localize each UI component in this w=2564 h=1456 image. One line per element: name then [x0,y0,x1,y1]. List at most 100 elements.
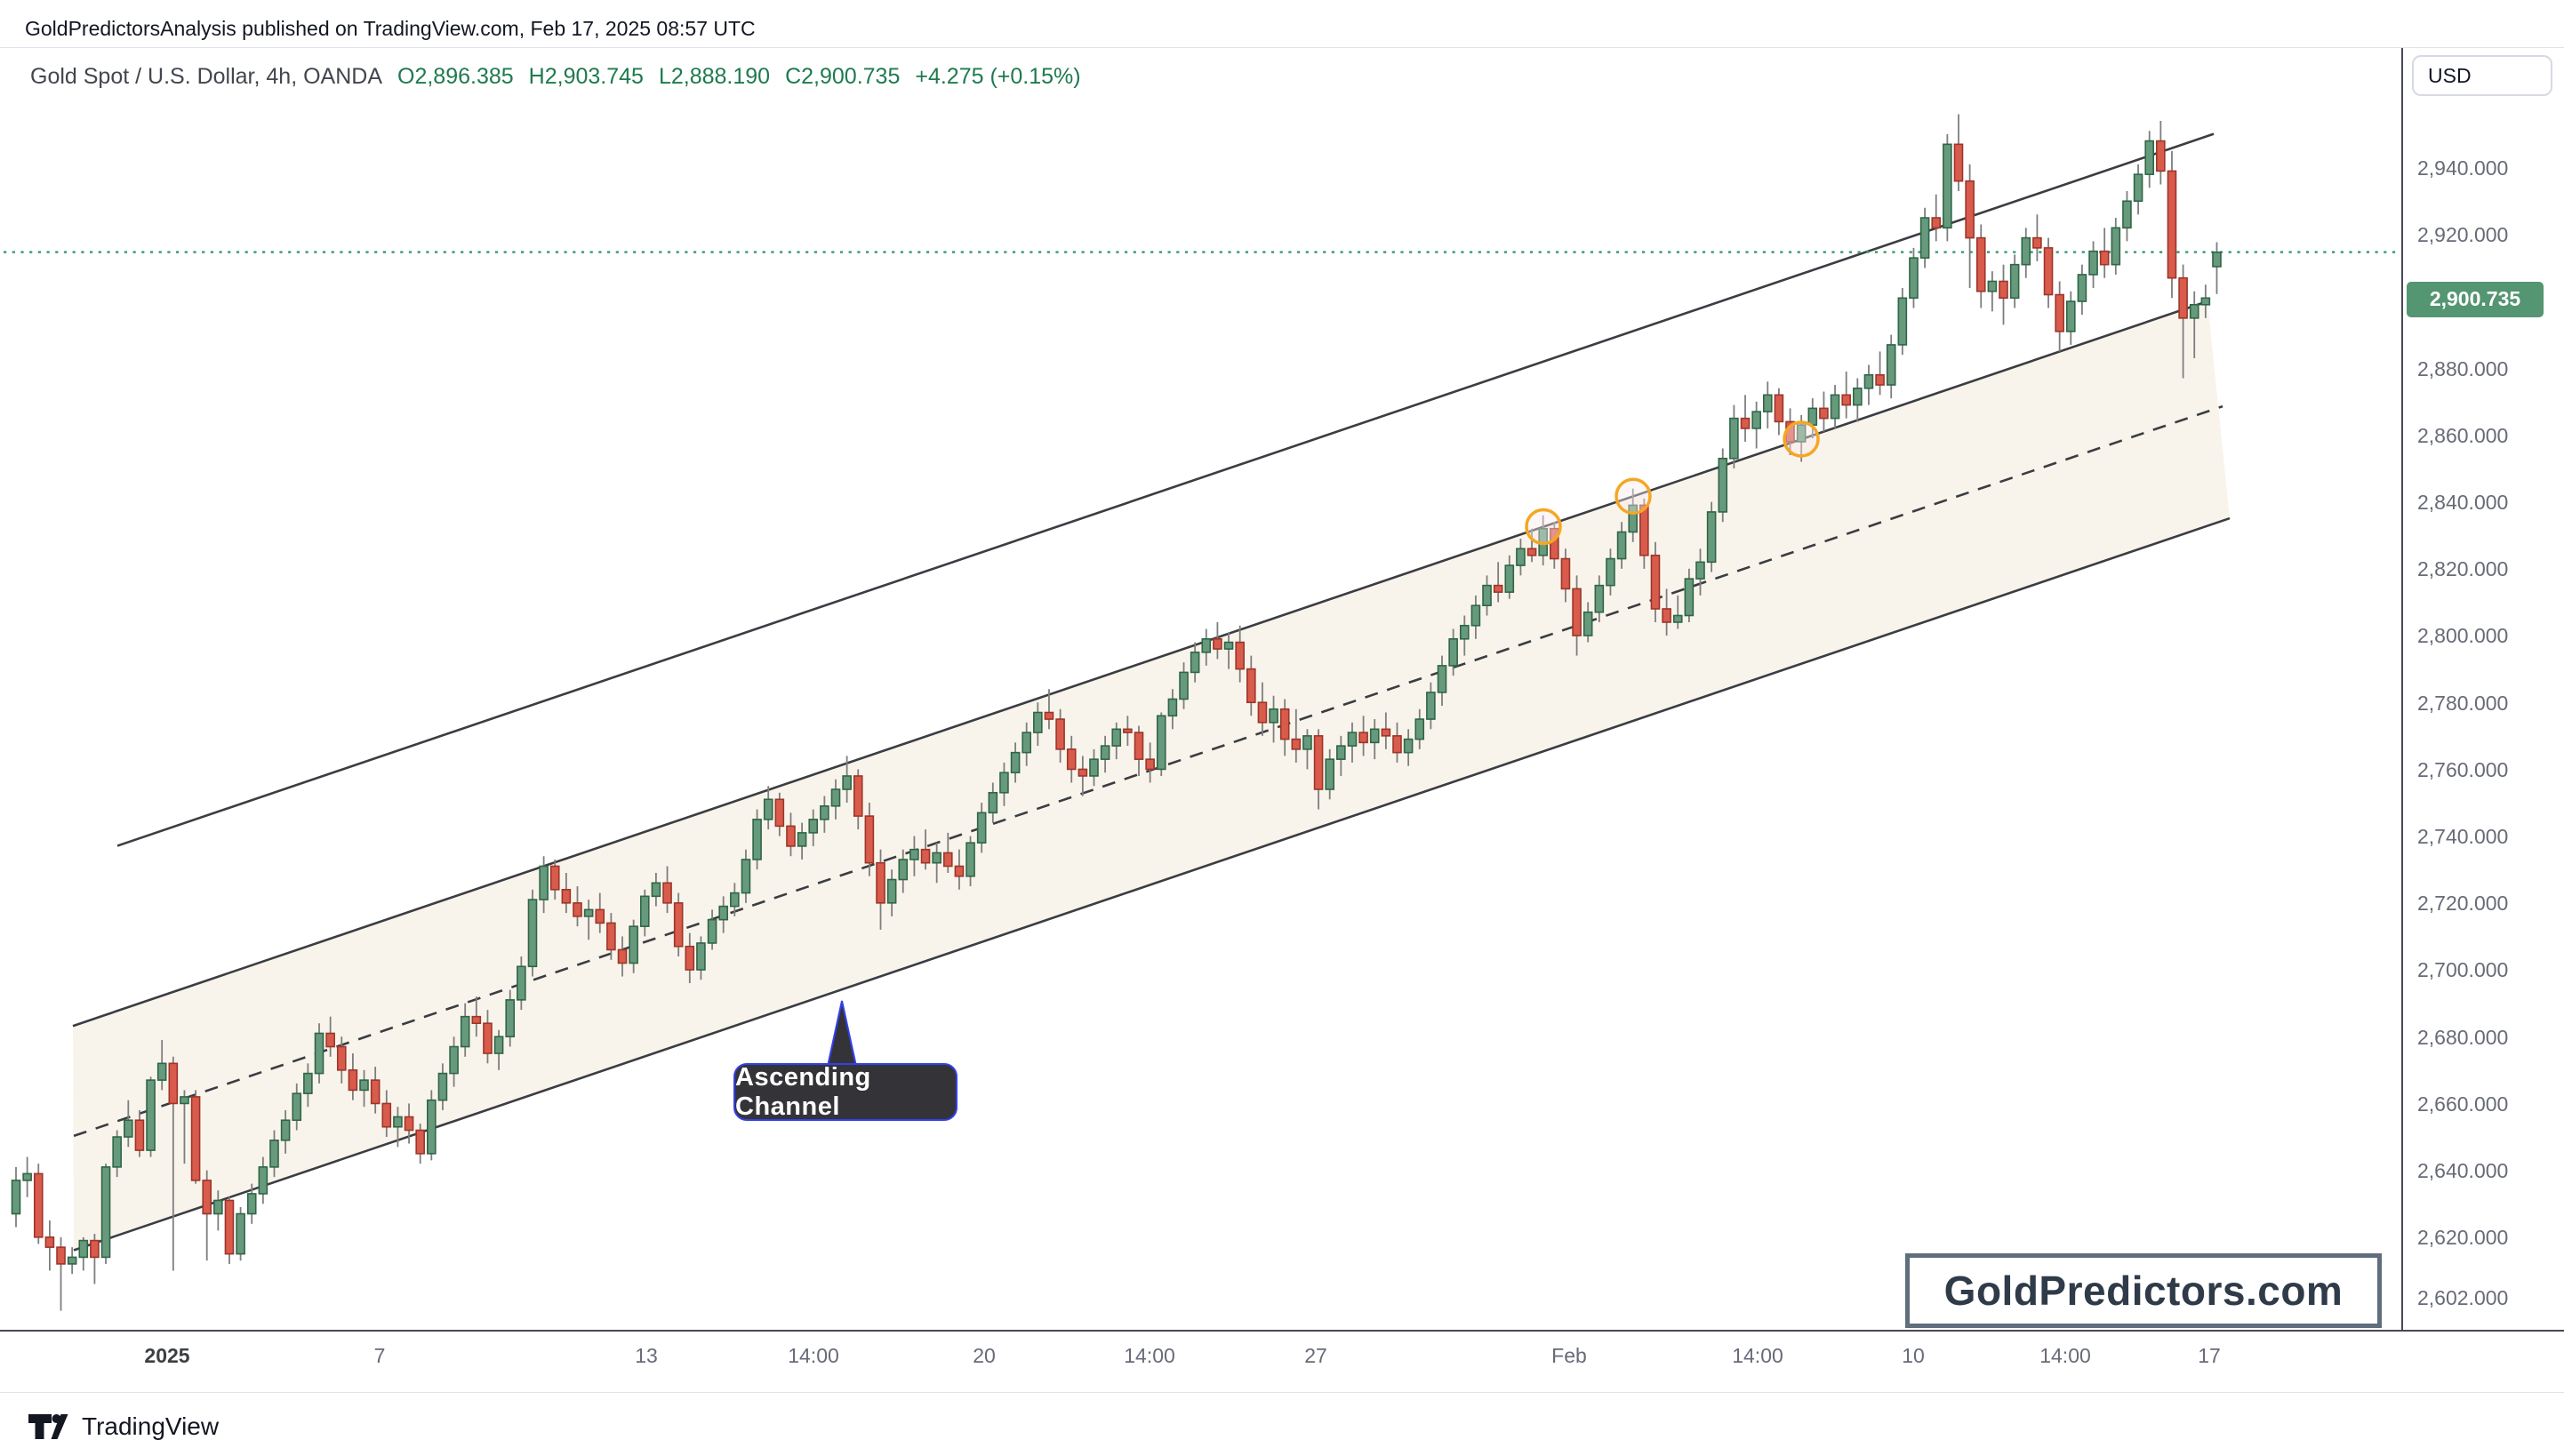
candlestick-series [11,114,2222,1311]
candle-body [763,798,773,820]
price-axis-label: 2,840.000 [2417,491,2509,514]
price-axis-label: 2,760.000 [2417,757,2509,781]
callout-pointer [825,1000,859,1071]
candle-body [471,1015,482,1025]
candle-body [449,1045,459,1075]
candle-body [202,1180,212,1215]
candle-body [1089,758,1099,777]
time-axis-label: 13 [635,1344,658,1367]
current-price-label: 2,900.735 [2429,287,2521,311]
candle-body [1257,701,1268,724]
candle-body [673,902,684,948]
time-axis-label: 27 [1304,1344,1327,1367]
candle-body [1010,751,1021,774]
candle-body [404,1116,414,1132]
time-axis-label: 7 [373,1344,386,1367]
candle-body [168,1062,179,1105]
candle-body [886,878,897,904]
candle-body [483,1022,493,1054]
candle-body [820,804,829,820]
candle-body [1437,665,1447,693]
candle-body [920,848,931,864]
candle-body [1582,611,1593,636]
channel-touch-circle [1615,477,1652,515]
price-axis[interactable]: USD 2,940.000 2,920.000 2,880.000 2,860.000… [2403,48,2564,1370]
price-change: +4.275 (+0.15%) [915,64,1081,89]
candle-body [437,1072,448,1101]
candle-body [134,1119,145,1151]
trendline-channel-upper [72,300,2208,1028]
candle-body [999,772,1009,794]
price-axis-label: 2,860.000 [2417,423,2509,447]
candle-body [1313,735,1324,790]
candle-body [1684,578,1695,617]
candle-body [1853,387,1863,406]
candle-body [1650,554,1661,610]
price-axis-label: 2,720.000 [2417,892,2509,916]
candle-body [1628,504,1639,533]
candle-body [1560,557,1571,590]
candle-body [2043,247,2054,296]
channel-fill [73,301,2230,1251]
channel-touch-circle [1525,508,1562,546]
candle-body [1123,728,1133,733]
currency-button[interactable]: USD [2412,55,2552,96]
time-axis-label: 14:00 [1732,1344,1783,1367]
candlestick-chart-canvas[interactable] [0,48,2401,1330]
time-axis-label: 14:00 [788,1344,839,1367]
watermark: GoldPredictors.com [1905,1253,2382,1328]
candle-body [1729,417,1739,460]
candle-body [2099,250,2110,266]
candle-body [1740,417,1751,429]
trendline-outer-upper [116,132,2215,847]
ascending-channel-callout[interactable]: Ascending Channel [733,1063,957,1121]
candle-body [853,775,863,817]
candle-body [246,1193,257,1215]
candle-body [876,861,885,904]
candle-body [314,1032,325,1075]
candle-body [112,1136,122,1168]
candle-body [370,1079,381,1105]
candle-body [617,948,628,964]
candle-body [752,819,762,860]
candle-body [718,905,728,921]
candle-body [1369,728,1380,744]
candle-body [1919,217,1930,259]
candle-body [2144,140,2154,175]
channel-touch-circle [1783,420,1820,458]
candle-body [1516,548,1526,566]
candle-body [942,852,953,868]
tradingview-brand-text[interactable]: TradingView [82,1412,220,1440]
candle-body [348,1069,358,1092]
watermark-text: GoldPredictors.com [1943,1268,2344,1314]
candle-body [303,1072,313,1094]
ohlc-open: O2,896.385 [397,64,514,89]
candle-body [1504,564,1515,593]
candle-body [629,925,638,964]
candle-body [2156,140,2166,172]
candle-body [1975,236,1986,292]
tradingview-logo-icon[interactable] [27,1410,69,1444]
candle-body [1111,728,1122,747]
price-axis-label: 2,700.000 [2417,958,2509,982]
candle-body [1235,641,1245,670]
candle-body [224,1199,235,1255]
candle-body [707,918,717,944]
candle-body [2065,300,2076,332]
candle-body [1999,280,2008,300]
candle-body [1886,344,1896,386]
chart-legend[interactable]: Gold Spot / U.S. Dollar, 4h, OANDA O2,896… [30,64,1081,90]
candle-body [1706,511,1717,564]
candle-body [90,1239,100,1259]
candle-body [595,908,605,924]
candle-body [1403,738,1414,754]
candle-body [1448,637,1458,667]
candle-body [1055,718,1065,750]
time-axis[interactable]: 2025 7 13 14:00 20 14:00 27 Feb 14:00 10 14:00 17 [0,1332,2564,1388]
candle-body [1943,143,1952,229]
candle-body [213,1199,223,1215]
candle-body [774,798,785,828]
ohlc-low: L2,888.190 [658,64,771,89]
time-axis-separator [0,1330,2564,1332]
candle-body [2055,293,2064,332]
